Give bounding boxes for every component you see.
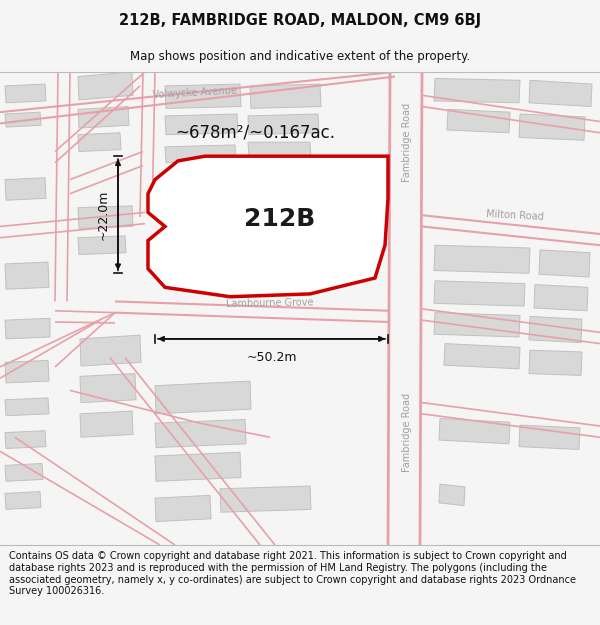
Polygon shape (165, 145, 236, 162)
Polygon shape (5, 84, 46, 102)
Polygon shape (519, 425, 580, 449)
Polygon shape (78, 236, 126, 254)
Polygon shape (5, 361, 49, 383)
Polygon shape (165, 171, 236, 189)
Polygon shape (529, 80, 592, 106)
Text: Map shows position and indicative extent of the property.: Map shows position and indicative extent… (130, 49, 470, 62)
Polygon shape (250, 84, 321, 108)
Polygon shape (78, 206, 133, 228)
Polygon shape (534, 284, 588, 311)
Polygon shape (5, 398, 49, 416)
Polygon shape (5, 112, 41, 127)
Text: Milton Road: Milton Road (486, 209, 544, 222)
Polygon shape (5, 262, 49, 289)
Polygon shape (434, 281, 525, 306)
Polygon shape (165, 114, 238, 134)
Polygon shape (155, 452, 241, 481)
Polygon shape (434, 78, 520, 102)
Polygon shape (5, 177, 46, 200)
Polygon shape (447, 109, 510, 132)
Polygon shape (248, 164, 311, 181)
Polygon shape (5, 318, 50, 339)
Text: Volwycke Avenue: Volwycke Avenue (152, 85, 238, 99)
Text: Fambridge Road: Fambridge Road (402, 102, 412, 182)
Polygon shape (80, 374, 136, 402)
Text: 212B, FAMBRIDGE ROAD, MALDON, CM9 6BJ: 212B, FAMBRIDGE ROAD, MALDON, CM9 6BJ (119, 12, 481, 28)
Polygon shape (5, 431, 46, 449)
Text: Lambourne Grove: Lambourne Grove (226, 298, 314, 309)
Polygon shape (5, 492, 41, 509)
Polygon shape (529, 350, 582, 376)
Text: ~50.2m: ~50.2m (246, 351, 297, 364)
Polygon shape (155, 419, 246, 447)
Polygon shape (78, 72, 133, 100)
Polygon shape (155, 496, 211, 522)
Polygon shape (78, 106, 129, 128)
Text: ~22.0m: ~22.0m (97, 189, 110, 240)
Polygon shape (439, 484, 465, 506)
Polygon shape (5, 464, 43, 481)
Polygon shape (519, 114, 585, 140)
Polygon shape (539, 250, 590, 277)
Polygon shape (444, 344, 520, 369)
Polygon shape (434, 312, 520, 337)
Polygon shape (165, 84, 241, 108)
Polygon shape (529, 316, 582, 342)
Text: ~678m²/~0.167ac.: ~678m²/~0.167ac. (175, 124, 335, 142)
Text: 212B: 212B (244, 207, 316, 231)
Polygon shape (155, 381, 251, 414)
Polygon shape (248, 187, 306, 204)
Text: Fambridge Road: Fambridge Road (402, 393, 412, 472)
Polygon shape (220, 486, 311, 512)
Polygon shape (248, 114, 319, 134)
Polygon shape (248, 142, 311, 159)
Polygon shape (439, 419, 510, 444)
Text: Contains OS data © Crown copyright and database right 2021. This information is : Contains OS data © Crown copyright and d… (9, 551, 576, 596)
Polygon shape (80, 335, 141, 366)
Polygon shape (78, 132, 121, 151)
Polygon shape (434, 245, 530, 273)
Polygon shape (80, 411, 133, 437)
Polygon shape (148, 156, 388, 297)
